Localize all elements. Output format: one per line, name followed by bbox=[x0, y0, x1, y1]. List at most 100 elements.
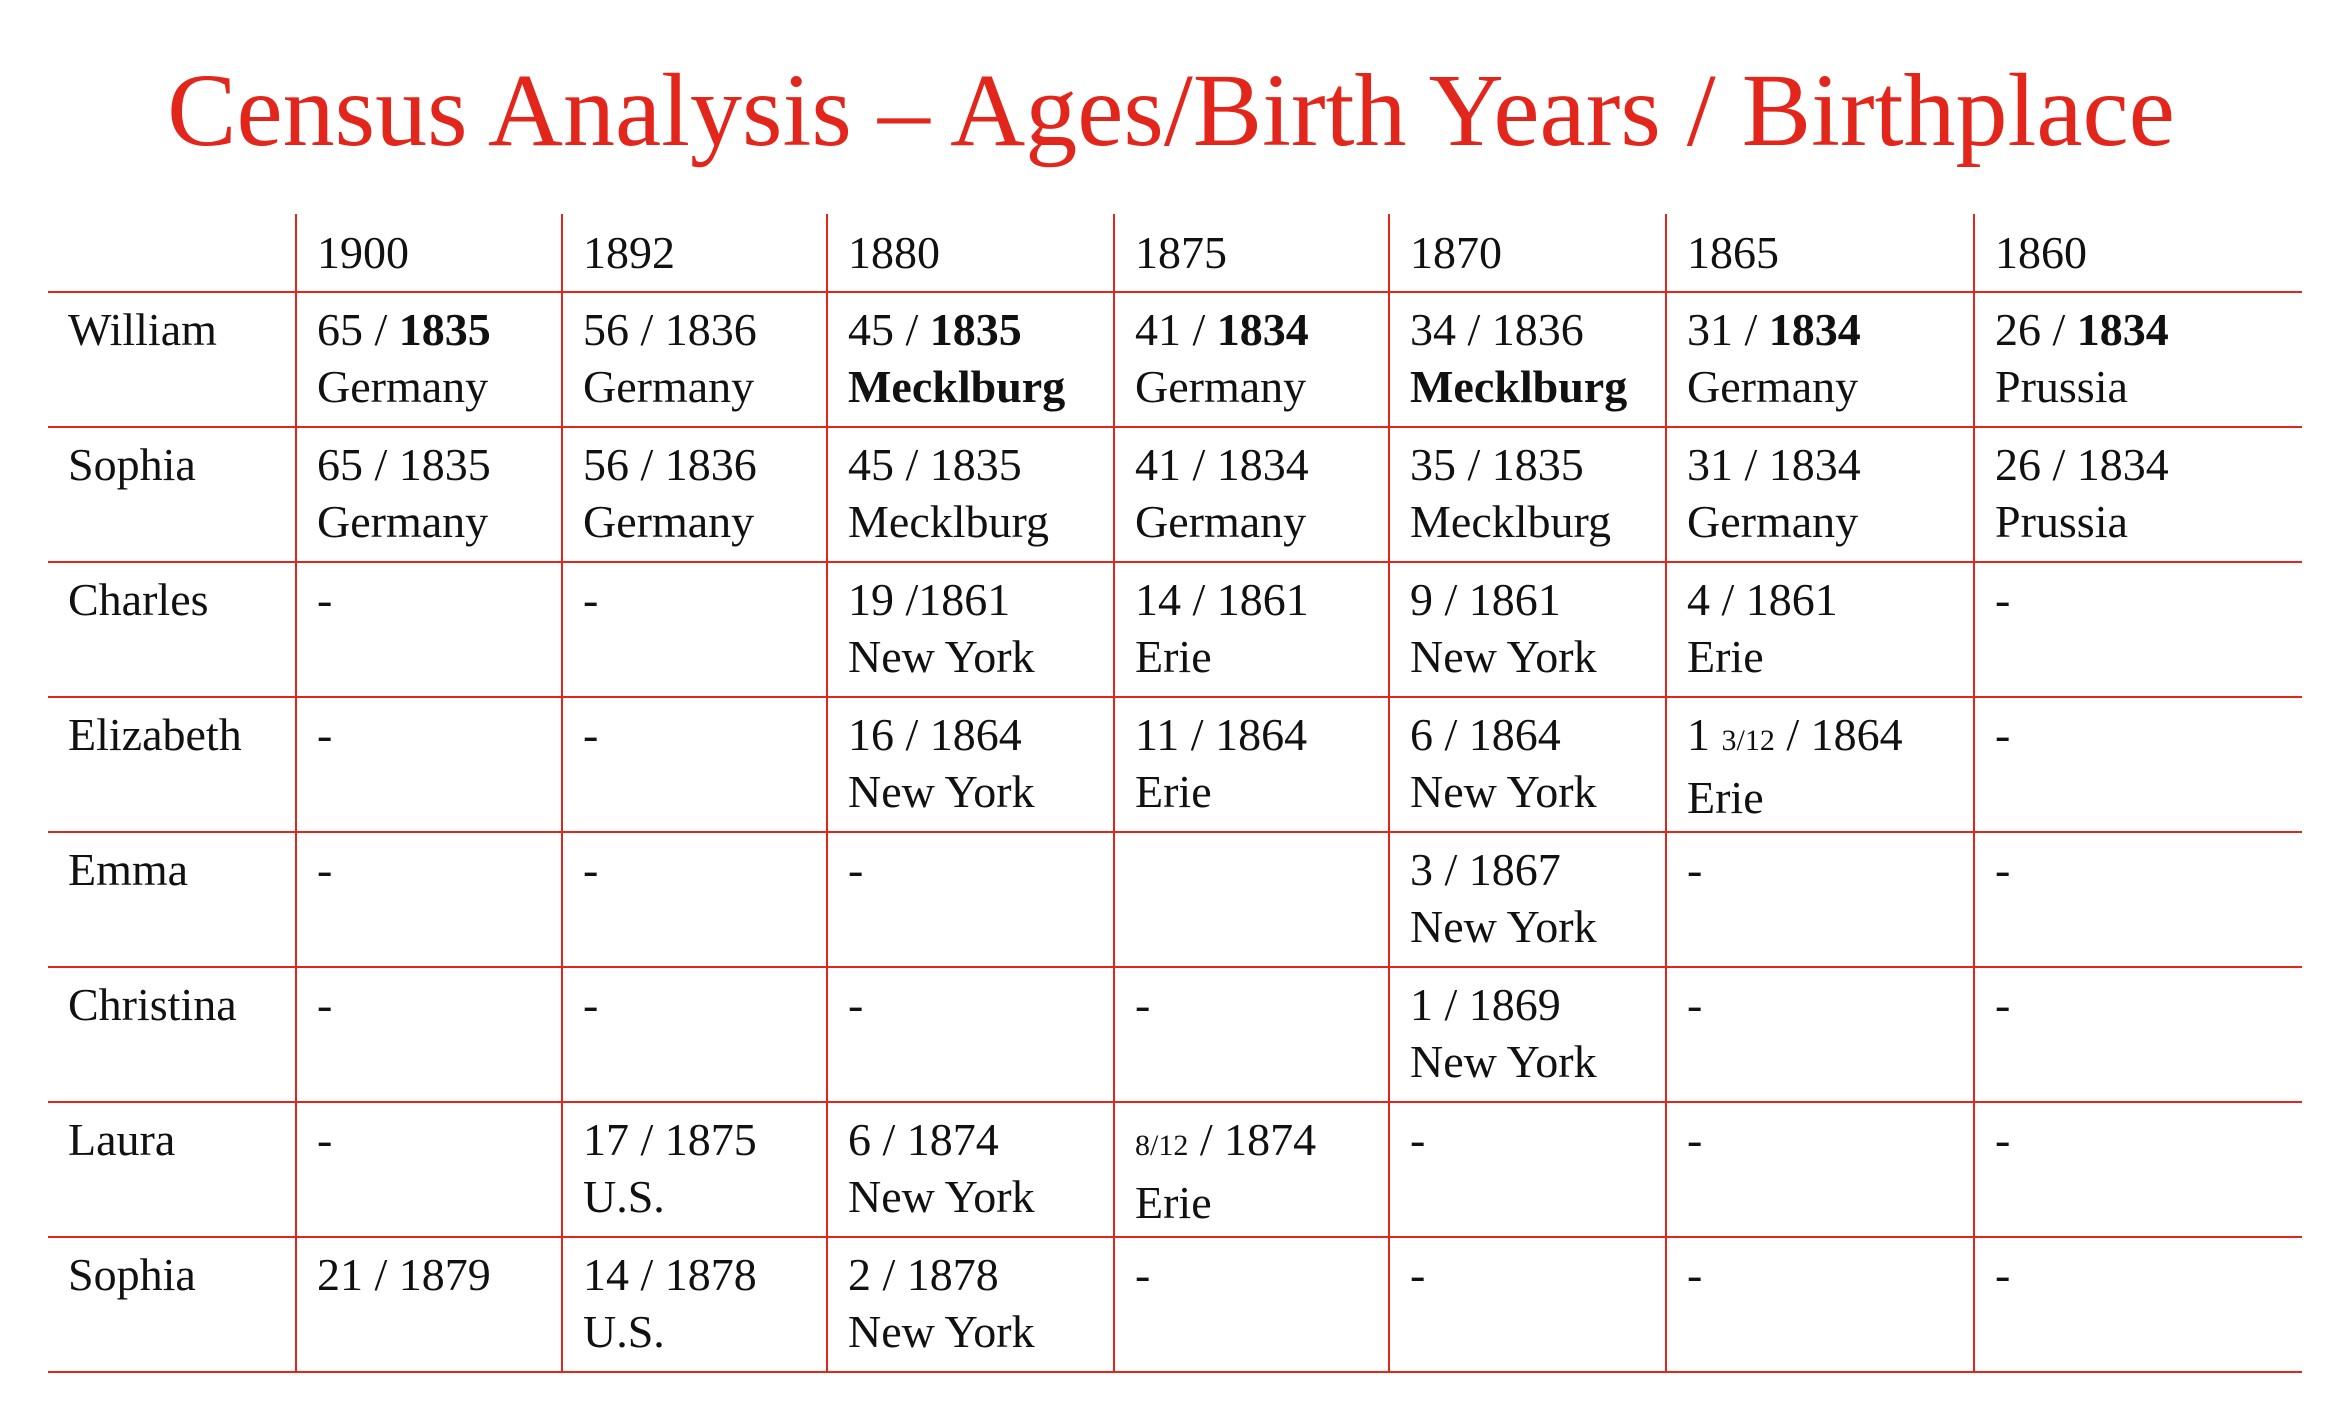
cell-text: 35 / 1835 bbox=[1410, 439, 1584, 490]
census-cell: 41 / 1834 Germany bbox=[1113, 292, 1389, 428]
cell-line: - bbox=[1995, 1246, 2302, 1303]
cell-text: - bbox=[848, 979, 864, 1030]
census-cell: - bbox=[1973, 697, 2302, 833]
cell-line: - bbox=[317, 976, 561, 1033]
header-cell-year: 1860 bbox=[1973, 214, 2302, 293]
fraction-text: 3/12 bbox=[1721, 724, 1775, 757]
cell-line: - bbox=[848, 841, 1113, 898]
census-cell: 3 / 1867 New York bbox=[1388, 832, 1666, 968]
person-name-cell: Sophia bbox=[48, 1237, 296, 1373]
cell-line: 35 / 1835 bbox=[1410, 436, 1665, 493]
cell-text: - bbox=[317, 1114, 333, 1165]
census-cell: 26 / 1834 Prussia bbox=[1973, 292, 2302, 428]
table-row: Charles - -19 /1861 New York 14 / 1861 Erie 9 … bbox=[48, 562, 2302, 698]
cell-line: Erie bbox=[1135, 1174, 1388, 1231]
cell-line: Germany bbox=[1135, 358, 1388, 415]
cell-text: - bbox=[583, 979, 599, 1030]
census-cell: - bbox=[1388, 1102, 1666, 1238]
census-cell: 11 / 1864 Erie bbox=[1113, 697, 1389, 833]
census-table: 1900 1892 1880 1875 1870 1865 1860 Willi… bbox=[48, 214, 2302, 1373]
cell-line: 65 / 1835 bbox=[317, 301, 561, 358]
cell-line: 3 / 1867 bbox=[1410, 841, 1665, 898]
cell-text: New York bbox=[848, 1171, 1035, 1222]
cell-text: New York bbox=[848, 631, 1035, 682]
cell-text: - bbox=[317, 844, 333, 895]
census-cell: 35 / 1835 Mecklburg bbox=[1388, 427, 1666, 563]
census-cell: 31 / 1834 Germany bbox=[1665, 427, 1974, 563]
cell-line: Prussia bbox=[1995, 358, 2302, 415]
person-name-cell: Sophia bbox=[48, 427, 296, 563]
cell-line: 65 / 1835 bbox=[317, 436, 561, 493]
cell-line: - bbox=[1410, 1246, 1665, 1303]
cell-line: 9 / 1861 bbox=[1410, 571, 1665, 628]
table-row: Christina - - - -1 / 1869 New York - - bbox=[48, 967, 2302, 1103]
cell-line: Erie bbox=[1135, 628, 1388, 685]
census-cell bbox=[1113, 832, 1389, 968]
cell-text: Germany bbox=[317, 361, 489, 412]
cell-line: 4 / 1861 bbox=[1687, 571, 1973, 628]
cell-text: - bbox=[1995, 979, 2011, 1030]
census-cell: - bbox=[1388, 1237, 1666, 1373]
fraction-text: 8/12 bbox=[1135, 1129, 1189, 1162]
cell-line: 26 / 1834 bbox=[1995, 436, 2302, 493]
cell-line: Mecklburg bbox=[1410, 358, 1665, 415]
census-cell: 8/12 / 1874 Erie bbox=[1113, 1102, 1389, 1238]
census-cell: 6 / 1874 New York bbox=[826, 1102, 1114, 1238]
cell-line: - bbox=[583, 706, 826, 763]
cell-text: 31 / 1834 bbox=[1687, 439, 1861, 490]
cell-text: 1834 bbox=[2076, 304, 2169, 355]
census-cell: - bbox=[1973, 1237, 2302, 1373]
cell-text: 21 / 1879 bbox=[317, 1249, 491, 1300]
cell-text: 14 / 1878 bbox=[583, 1249, 757, 1300]
cell-text: New York bbox=[848, 766, 1035, 817]
person-name-cell: Elizabeth bbox=[48, 697, 296, 833]
cell-text: 19 /1861 bbox=[848, 574, 1011, 625]
census-cell: 31 / 1834 Germany bbox=[1665, 292, 1974, 428]
table-header: 1900 1892 1880 1875 1870 1865 1860 bbox=[48, 214, 2302, 293]
census-cell: - bbox=[1973, 1102, 2302, 1238]
census-cell: 41 / 1834 Germany bbox=[1113, 427, 1389, 563]
census-cell: - bbox=[295, 562, 562, 698]
cell-line: - bbox=[1995, 841, 2302, 898]
census-cell: 1 3/12 / 1864 Erie bbox=[1665, 697, 1974, 833]
cell-line: - bbox=[317, 571, 561, 628]
census-cell: 56 / 1836 Germany bbox=[561, 292, 827, 428]
cell-text: / 1864 bbox=[1774, 709, 1903, 760]
cell-text: 1835 bbox=[398, 304, 491, 355]
cell-text: New York bbox=[1410, 766, 1597, 817]
cell-line: - bbox=[583, 841, 826, 898]
census-cell: - bbox=[561, 697, 827, 833]
person-name-cell: Emma bbox=[48, 832, 296, 968]
cell-text: 16 / 1864 bbox=[848, 709, 1022, 760]
cell-line: 16 / 1864 bbox=[848, 706, 1113, 763]
cell-line: New York bbox=[1410, 898, 1665, 955]
cell-line: 6 / 1864 bbox=[1410, 706, 1665, 763]
cell-line: - bbox=[848, 976, 1113, 1033]
header-cell-year: 1865 bbox=[1665, 214, 1974, 293]
cell-text: - bbox=[1995, 1114, 2011, 1165]
cell-line: 6 / 1874 bbox=[848, 1111, 1113, 1168]
cell-line: Erie bbox=[1687, 628, 1973, 685]
cell-line: New York bbox=[1410, 763, 1665, 820]
cell-text: Prussia bbox=[1995, 361, 2128, 412]
cell-line: - bbox=[317, 1111, 561, 1168]
cell-line: Germany bbox=[1135, 493, 1388, 550]
cell-text: Erie bbox=[1687, 631, 1764, 682]
cell-text: New York bbox=[848, 1306, 1035, 1357]
cell-text: - bbox=[848, 844, 864, 895]
cell-line: New York bbox=[848, 763, 1113, 820]
person-name-cell: Christina bbox=[48, 967, 296, 1103]
census-cell: 21 / 1879 bbox=[295, 1237, 562, 1373]
census-cell: 34 / 1836 Mecklburg bbox=[1388, 292, 1666, 428]
table-row: Sophia 21 / 1879 14 / 1878 U.S. 2 / 1878 New … bbox=[48, 1237, 2302, 1373]
census-cell: - bbox=[1113, 967, 1389, 1103]
cell-line: Germany bbox=[317, 358, 561, 415]
cell-line: 1 / 1869 bbox=[1410, 976, 1665, 1033]
cell-text: 45 / 1835 bbox=[848, 439, 1022, 490]
cell-text: 4 / 1861 bbox=[1687, 574, 1838, 625]
cell-text: Germany bbox=[1687, 361, 1859, 412]
header-cell-year: 1870 bbox=[1388, 214, 1666, 293]
cell-line: - bbox=[1687, 1111, 1973, 1168]
table-row: Sophia 65 / 1835 Germany 56 / 1836 Germany 45… bbox=[48, 427, 2302, 563]
cell-text: - bbox=[1687, 1114, 1703, 1165]
